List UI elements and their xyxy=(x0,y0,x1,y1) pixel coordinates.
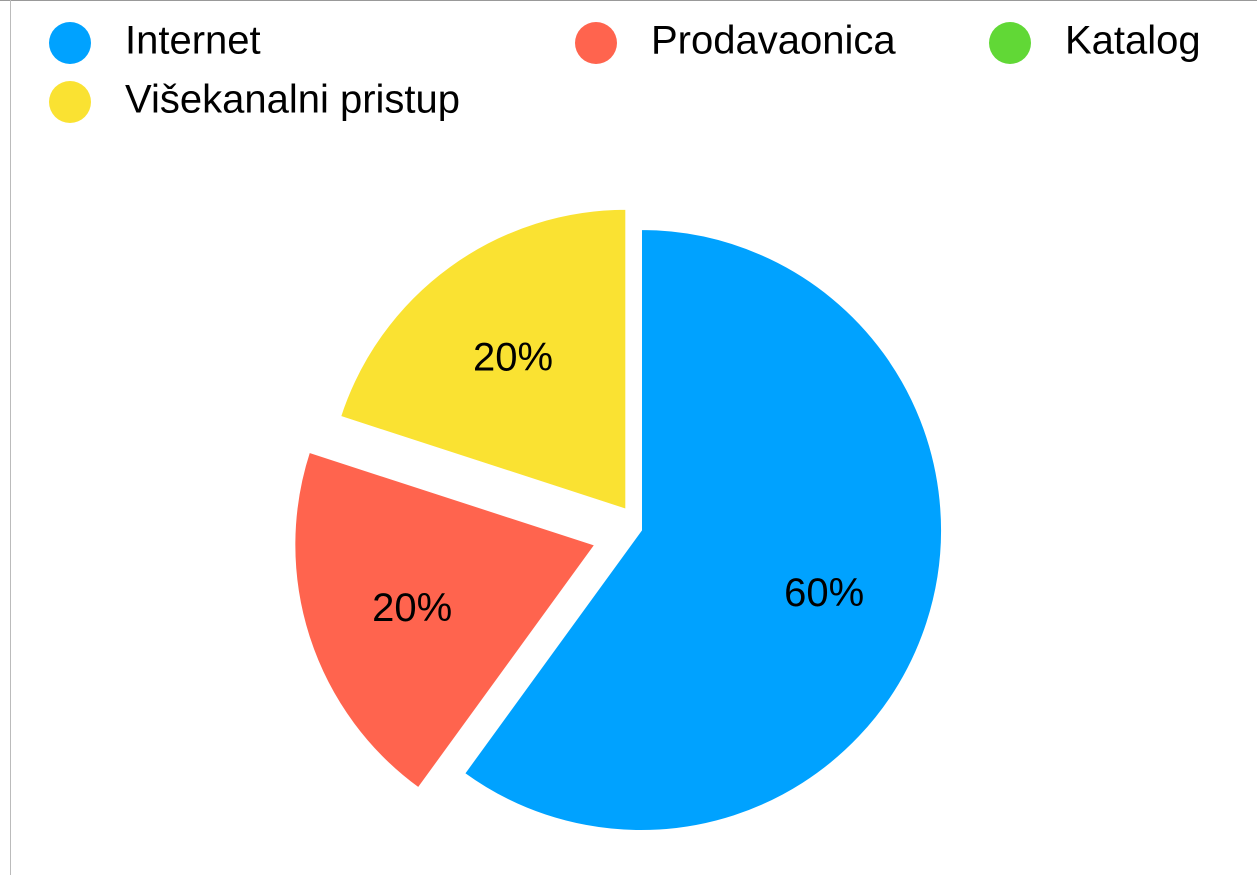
legend-label: Prodavaonica xyxy=(651,19,896,63)
legend-swatch xyxy=(49,22,91,64)
legend-label: Internet xyxy=(125,19,261,63)
pie-slice xyxy=(354,436,642,531)
legend-swatch xyxy=(989,22,1031,64)
data-label: 60% xyxy=(784,571,864,615)
data-label: 20% xyxy=(372,586,452,630)
data-label: 20% xyxy=(473,335,553,379)
legend-swatch xyxy=(49,81,91,123)
legend-label: Katalog xyxy=(1065,19,1201,63)
pie-slice xyxy=(462,227,943,832)
pie-slice xyxy=(293,450,597,790)
legend-label: Višekanalni pristup xyxy=(125,78,460,122)
legend-swatch xyxy=(575,22,617,64)
pie-slice xyxy=(338,207,628,512)
